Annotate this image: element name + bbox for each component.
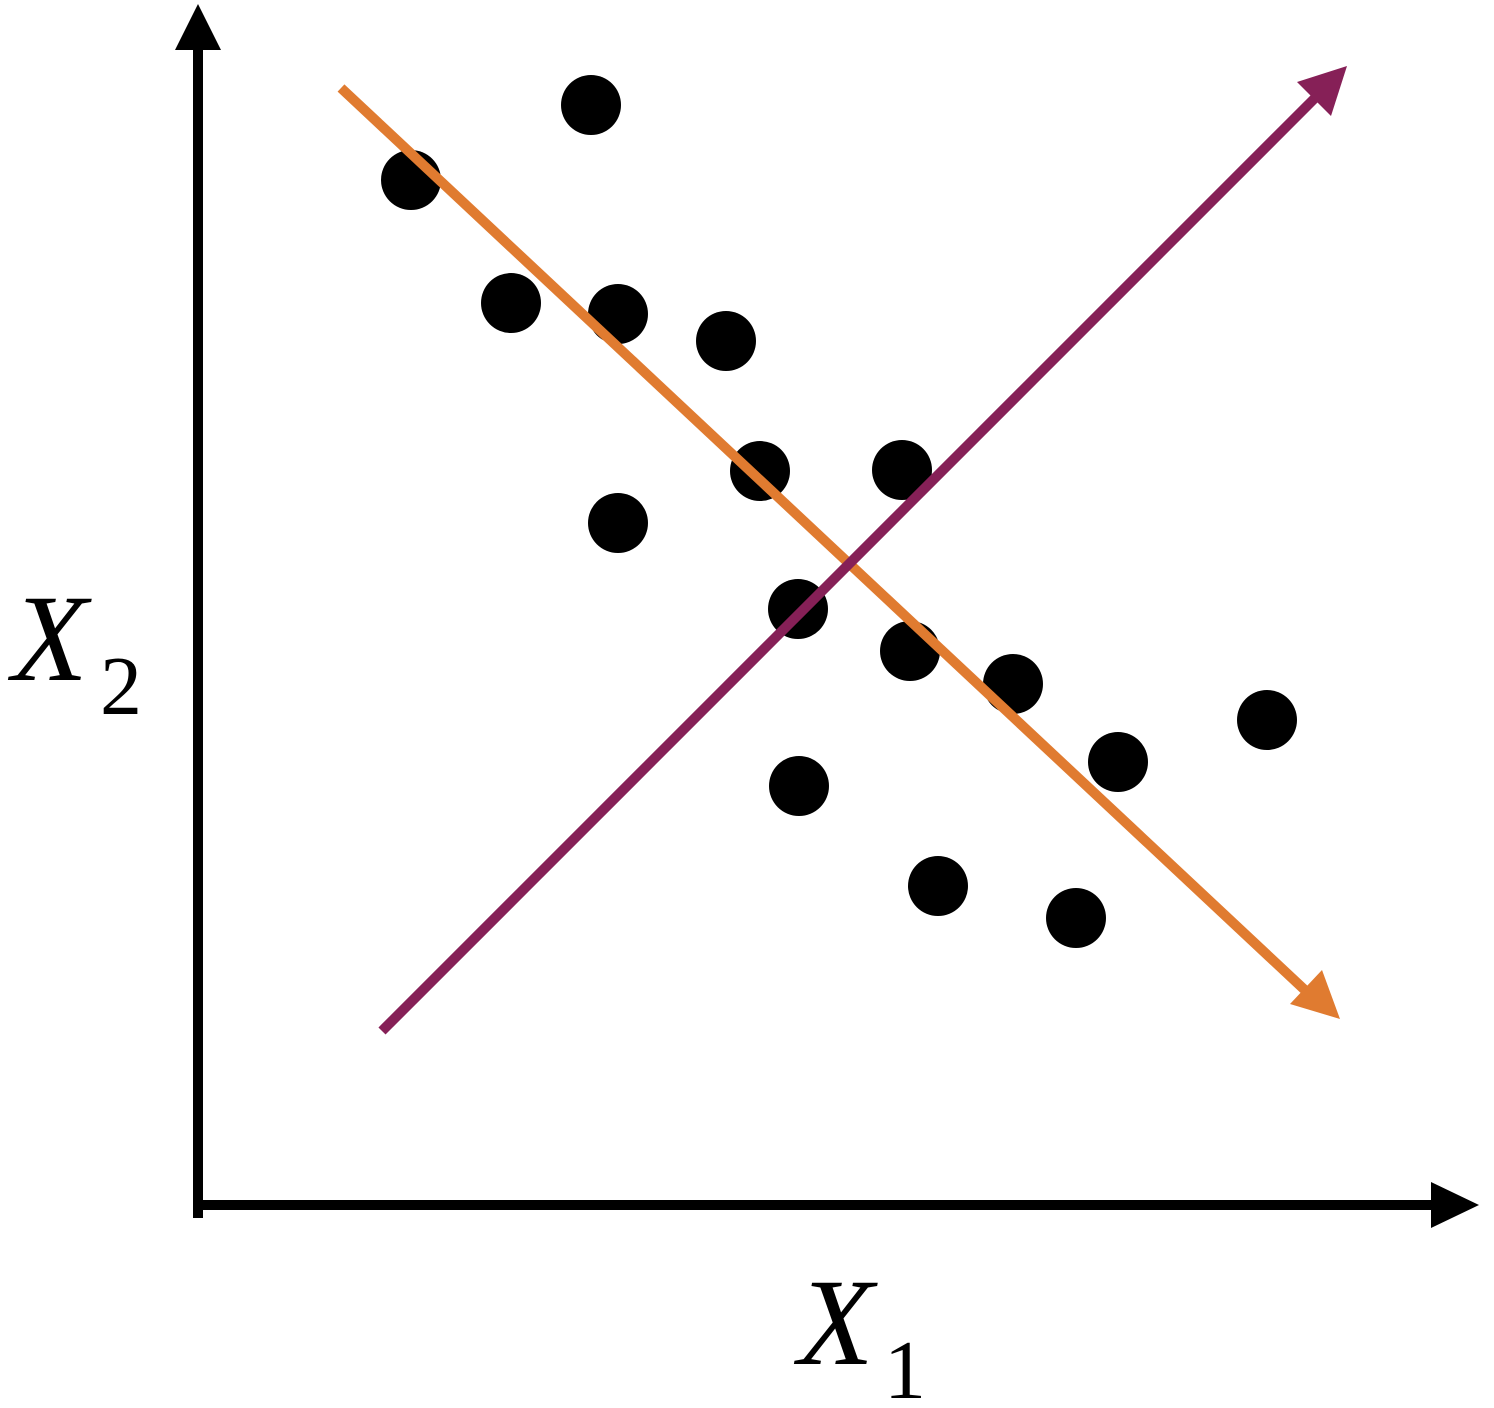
second-component	[337, 84, 1340, 1019]
first-component	[378, 66, 1347, 1035]
point	[1046, 888, 1106, 948]
axes	[175, 4, 1479, 1228]
x-axis-label-sub: 1	[884, 1324, 926, 1408]
point	[872, 440, 932, 500]
point	[983, 654, 1043, 714]
point	[696, 311, 756, 371]
point	[730, 441, 790, 501]
y-axis-arrowhead	[175, 4, 221, 50]
point	[561, 75, 621, 135]
point	[588, 493, 648, 553]
orange-arrowhead	[1290, 970, 1340, 1019]
points	[381, 75, 1297, 948]
y-axis-label-sub: 2	[100, 640, 142, 733]
x-axis-label-main: X	[793, 1254, 878, 1391]
purple-arrowhead	[1297, 66, 1347, 116]
point	[908, 856, 968, 916]
orange-arrow-line	[337, 84, 1312, 997]
y-axis-label-main: X	[7, 570, 92, 707]
point	[588, 284, 648, 344]
point	[769, 756, 829, 816]
x-axis-arrowhead	[1431, 1182, 1479, 1228]
point	[1088, 732, 1148, 792]
point	[481, 273, 541, 333]
point	[880, 621, 940, 681]
purple-arrow-line	[378, 91, 1322, 1035]
point	[1237, 690, 1297, 750]
